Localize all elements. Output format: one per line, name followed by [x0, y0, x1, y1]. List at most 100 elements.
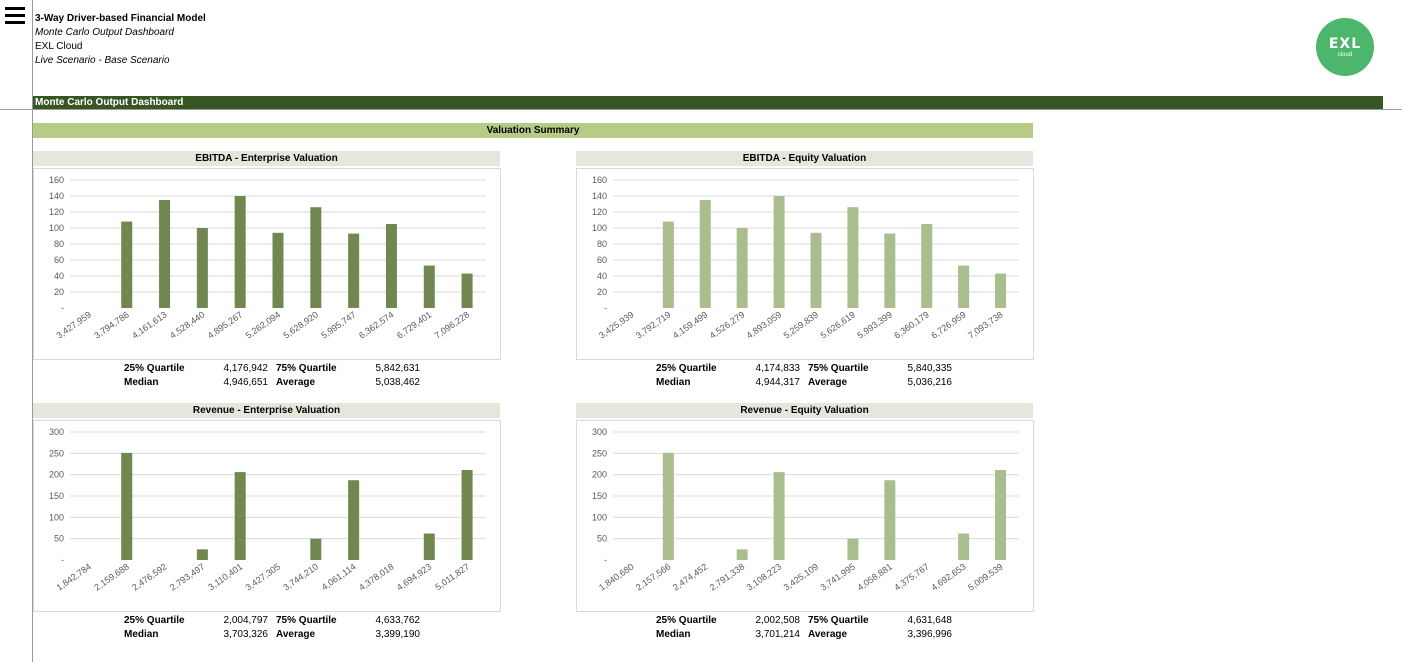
q75-value: 4,631,648	[907, 615, 953, 626]
y-tick-label: 140	[49, 191, 64, 201]
x-tick-label: 4,159,499	[671, 309, 710, 340]
bar	[958, 533, 970, 560]
y-tick-label: 40	[54, 271, 64, 281]
x-tick-label: 4,161,613	[130, 309, 169, 340]
chart-revenue-enterprise: - 50 100 150 200 250 300 1,842,784 2,159,688 2,47…	[33, 420, 501, 612]
q25-label: 25% Quartile	[124, 363, 185, 374]
x-tick-label: 2,476,592	[130, 561, 169, 592]
chart-revenue-equity: - 50 100 150 200 250 300 1,840,680 2,157,566 2,47…	[576, 420, 1034, 612]
q75-label: 75% Quartile	[276, 363, 337, 374]
bar	[423, 265, 435, 308]
bar	[773, 472, 785, 560]
y-tick-label: 150	[592, 491, 607, 501]
y-tick-label: 40	[597, 271, 607, 281]
bar	[884, 233, 896, 308]
y-tick-label: 300	[592, 427, 607, 437]
y-tick-label: 100	[49, 512, 64, 522]
bar	[461, 273, 473, 308]
x-tick-label: 3,741,995	[819, 561, 858, 592]
average-label: Average	[276, 629, 316, 640]
bar	[348, 233, 360, 308]
average-label: Average	[808, 629, 848, 640]
bar	[310, 538, 322, 560]
x-tick-label: 4,692,653	[929, 561, 968, 592]
q25-label: 25% Quartile	[656, 615, 717, 626]
y-tick-label: 100	[592, 223, 607, 233]
bar	[884, 480, 896, 560]
y-tick-label: 200	[592, 470, 607, 480]
average-label: Average	[808, 377, 848, 388]
x-tick-label: 7,093,738	[966, 309, 1005, 340]
chart-title-ebitda-enterprise: EBITDA - Enterprise Valuation	[33, 151, 500, 166]
median-label: Median	[656, 629, 691, 640]
bar	[196, 228, 208, 308]
y-tick-label: -	[604, 303, 607, 313]
x-tick-label: 5,993,399	[855, 309, 894, 340]
y-tick-label: 200	[49, 470, 64, 480]
average-label: Average	[276, 377, 316, 388]
x-tick-label: 4,061,114	[320, 561, 358, 592]
bar	[121, 221, 133, 308]
q75-label: 75% Quartile	[808, 615, 869, 626]
y-tick-label: 250	[49, 448, 64, 458]
chart-svg: -204060801001201401603,425,9393,792,7194…	[592, 175, 1019, 341]
y-tick-label: -	[61, 303, 64, 313]
x-tick-label: 6,726,959	[929, 309, 968, 340]
q75-value: 5,840,335	[907, 363, 953, 374]
scenario-label: Live Scenario - Base Scenario	[35, 55, 170, 66]
x-tick-label: 1,842,784	[55, 561, 94, 592]
bar	[121, 452, 133, 560]
x-tick-label: 3,427,305	[244, 561, 283, 592]
x-tick-label: 3,427,959	[55, 309, 94, 340]
x-tick-label: 3,110,401	[206, 561, 244, 592]
x-tick-label: 4,528,440	[168, 309, 207, 340]
y-tick-label: 150	[49, 491, 64, 501]
bar	[310, 207, 322, 308]
x-tick-label: 4,526,279	[708, 309, 747, 340]
median-value: 3,703,326	[223, 629, 269, 640]
model-title: 3-Way Driver-based Financial Model	[35, 13, 206, 24]
bar	[736, 228, 748, 308]
x-tick-label: 2,791,338	[708, 561, 747, 592]
median-label: Median	[656, 377, 691, 388]
average-value: 3,399,190	[375, 629, 421, 640]
y-tick-label: 100	[49, 223, 64, 233]
y-tick-label: 140	[592, 191, 607, 201]
q25-label: 25% Quartile	[656, 363, 717, 374]
left-gridline	[32, 0, 33, 662]
bar	[348, 480, 360, 560]
chart-title-ebitda-equity: EBITDA - Equity Valuation	[576, 151, 1033, 166]
exl-cloud-logo: EXL cloud	[1316, 18, 1374, 76]
q75-value: 4,633,762	[375, 615, 421, 626]
q25-value: 4,176,942	[223, 363, 269, 374]
y-tick-label: 250	[592, 448, 607, 458]
q75-label: 75% Quartile	[276, 615, 337, 626]
x-tick-label: 4,893,059	[745, 309, 784, 340]
x-tick-label: 2,159,688	[92, 561, 131, 592]
bar	[234, 472, 246, 560]
x-tick-label: 3,425,939	[597, 309, 636, 340]
q75-label: 75% Quartile	[808, 363, 869, 374]
bar	[196, 549, 208, 560]
bar	[847, 538, 859, 560]
y-tick-label: 60	[54, 255, 64, 265]
q25-value: 4,174,833	[755, 363, 801, 374]
y-tick-label: 60	[597, 255, 607, 265]
median-value: 4,946,651	[223, 377, 269, 388]
q25-value: 2,002,508	[755, 615, 801, 626]
chart-title-revenue-equity: Revenue - Equity Valuation	[576, 403, 1033, 418]
x-tick-label: 5,011,827	[433, 561, 471, 592]
x-tick-label: 3,108,223	[745, 561, 784, 592]
average-value: 5,036,216	[907, 377, 953, 388]
x-tick-label: 4,058,881	[855, 561, 894, 592]
x-tick-label: 4,895,267	[206, 309, 245, 340]
bar	[385, 224, 397, 308]
y-tick-label: 100	[592, 512, 607, 522]
company-name: EXL Cloud	[35, 41, 83, 52]
valuation-summary-header: Valuation Summary	[33, 123, 1033, 138]
x-tick-label: 3,425,109	[782, 561, 821, 592]
x-tick-label: 5,995,747	[319, 309, 358, 340]
hamburger-menu-icon[interactable]	[5, 7, 25, 25]
y-tick-label: 80	[54, 239, 64, 249]
y-tick-label: 120	[49, 207, 64, 217]
